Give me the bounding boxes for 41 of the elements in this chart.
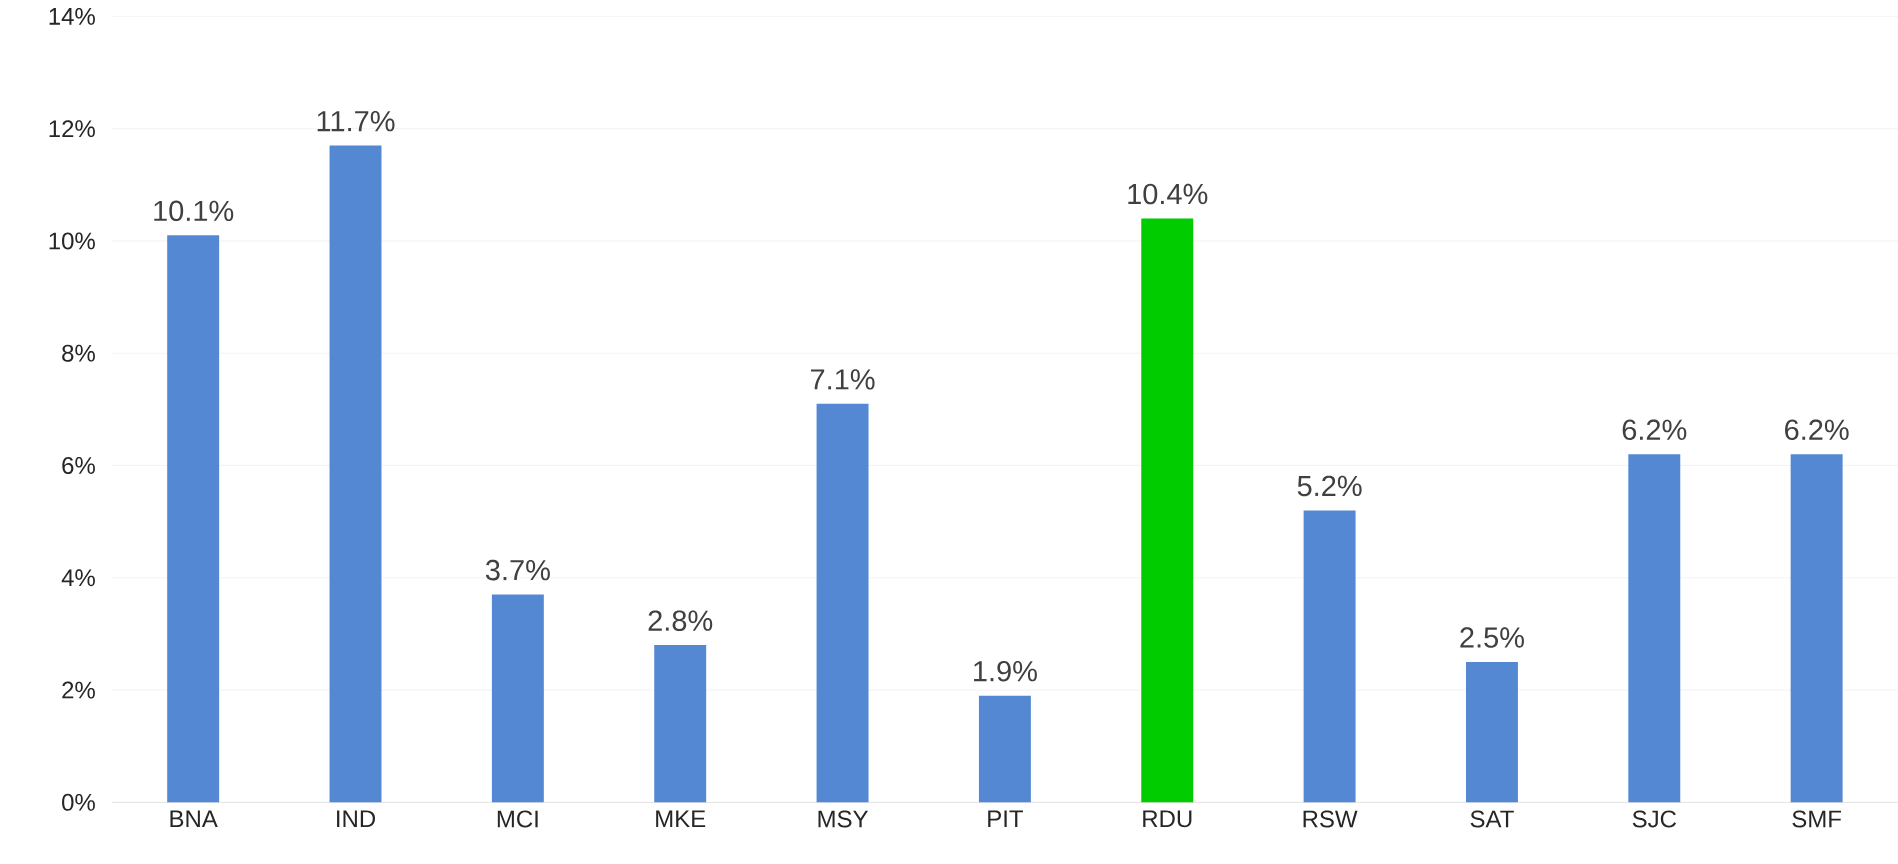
x-tick-label: MKE <box>656 810 706 827</box>
data-label: 6.2% <box>1785 419 1849 440</box>
data-label: 10.4% <box>1128 183 1208 205</box>
y-tick-label: 14% <box>49 7 95 25</box>
y-tick-label: 2% <box>62 681 95 699</box>
x-tick-label: RSW <box>1303 810 1358 828</box>
data-label: 10.1% <box>154 200 234 221</box>
y-tick-label: 0% <box>62 793 95 811</box>
data-label: 5.2% <box>1297 475 1362 497</box>
data-label: 2.5% <box>1460 627 1524 648</box>
x-tick-label: SAT <box>1470 810 1514 828</box>
x-tick-label: MSY <box>818 810 869 828</box>
y-tick-label: 4% <box>61 569 95 587</box>
bar <box>1465 661 1518 803</box>
x-tick-label: SJC <box>1632 810 1677 828</box>
x-tick-label: RDU <box>1143 810 1192 828</box>
x-tick-label: PIT <box>988 810 1024 827</box>
bar <box>1141 218 1194 803</box>
bar <box>167 235 220 803</box>
bar <box>1628 454 1681 803</box>
x-tick-label: MCI <box>497 810 538 828</box>
data-label: 2.8% <box>648 610 713 631</box>
bar <box>1303 510 1356 803</box>
bar <box>329 145 382 803</box>
y-tick-label: 10% <box>49 232 95 250</box>
data-label: 6.2% <box>1622 419 1687 440</box>
y-tick-label: 12% <box>49 120 95 137</box>
y-tick-label: 6% <box>62 456 95 474</box>
x-tick-label: BNA <box>170 810 218 827</box>
bar <box>654 644 707 803</box>
data-label: 11.7% <box>317 110 395 132</box>
bar <box>491 594 544 803</box>
x-tick-label: IND <box>337 810 376 827</box>
data-label: 3.7% <box>485 559 550 581</box>
bar <box>978 695 1031 803</box>
data-label: 1.9% <box>974 660 1037 682</box>
x-tick-label: SMF <box>1792 810 1841 828</box>
data-label: 7.1% <box>811 369 875 390</box>
bar <box>1790 454 1843 803</box>
bar <box>816 403 869 803</box>
y-tick-label: 8% <box>62 344 95 362</box>
